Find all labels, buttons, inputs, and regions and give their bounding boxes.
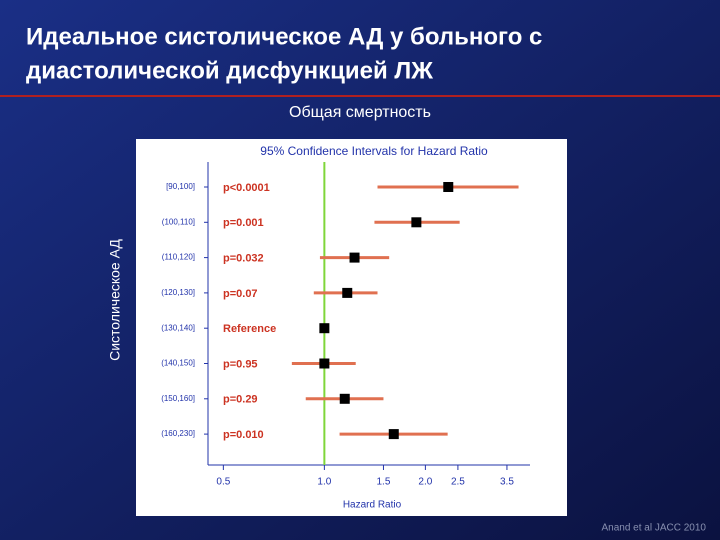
y-tick-label: (120,130] [161, 288, 195, 297]
y-tick-label: (130,140] [161, 323, 195, 332]
point-estimate [411, 217, 422, 228]
point-estimate [342, 287, 353, 298]
annotation: p=0.010 [223, 429, 264, 441]
point-estimate [443, 182, 454, 192]
x-tick-label: 3.5 [500, 477, 514, 488]
annotation: Reference [223, 323, 276, 335]
annotation: p=0.29 [223, 394, 258, 406]
point-estimate [388, 429, 399, 440]
point-estimate [339, 393, 350, 404]
x-axis-label: Hazard Ratio [343, 500, 402, 511]
y-tick-label: (150,160] [161, 394, 195, 403]
plot-title: 95% Confidence Intervals for Hazard Rati… [260, 144, 488, 158]
title-line: диастолической дисфункцией ЛЖ [26, 57, 433, 84]
x-tick-label: 1.0 [317, 477, 331, 488]
point-estimate [319, 323, 330, 334]
y-tick-label: (160,230] [161, 429, 195, 438]
x-tick-label: 1.5 [377, 477, 391, 488]
source: Anand et al JACC 2010 [601, 523, 706, 534]
y-tick-label: [90,100] [166, 182, 195, 191]
x-tick-label: 0.5 [216, 477, 230, 488]
annotation: p<0.0001 [223, 182, 270, 194]
x-tick-label: 2.5 [451, 477, 465, 488]
y-tick-label: (100,110] [162, 217, 195, 226]
y-axis-label: Систолическое АД [107, 239, 123, 361]
annotation: p=0.001 [223, 217, 264, 229]
annotation: p=0.032 [223, 253, 264, 265]
y-tick-label: (110,120] [162, 253, 195, 262]
subtitle: Общая смертность [289, 104, 431, 121]
annotation: p=0.95 [223, 358, 258, 370]
plot-panel [136, 139, 567, 516]
title-line: Идеальное систолическое АД у больного с [26, 23, 542, 50]
point-estimate [349, 252, 360, 263]
y-tick-label: (140,150] [161, 359, 195, 368]
x-tick-label: 2.0 [418, 477, 432, 488]
point-estimate [319, 358, 330, 369]
annotation: p=0.07 [223, 288, 258, 300]
